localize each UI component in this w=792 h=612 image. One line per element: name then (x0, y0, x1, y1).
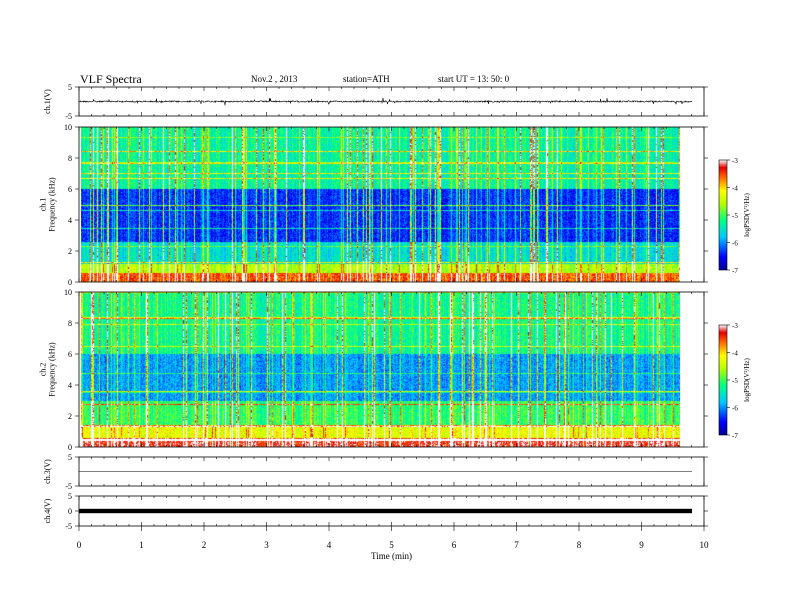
date-label: Nov.2 , 2013 (251, 74, 298, 84)
colorbar-label: logPSD(V²/Hz) (743, 357, 751, 401)
y-tick-label: 10 (64, 288, 72, 297)
y-axis-label: Frequency (kHz) (48, 342, 57, 397)
colorbar-tick-label: -5 (732, 377, 738, 385)
ch3-waveform-line (78, 470, 693, 473)
x-tick-label: 1 (139, 540, 144, 550)
x-tick-label: 9 (639, 540, 644, 550)
y-tick-label: 2 (68, 247, 72, 256)
ch4-waveform-line (79, 508, 692, 514)
colorbar-tick-label: -3 (732, 322, 738, 330)
y-tick-label: 5 (68, 83, 72, 92)
y-tick-label: 6 (68, 185, 72, 194)
station-label: station=ATH (343, 74, 390, 84)
ch1-waveform-line (78, 97, 693, 106)
y-axis-label: ch.4(V) (43, 498, 52, 523)
y-tick-label: 4 (68, 381, 72, 390)
x-tick-label: 3 (264, 540, 269, 550)
y-tick-label: 2 (68, 412, 72, 421)
y-tick-label: 8 (68, 319, 72, 328)
colorbar-tick-label: -5 (732, 212, 738, 220)
colorbar-tick-label: -4 (732, 350, 738, 358)
x-tick-label: 7 (514, 540, 519, 550)
y-tick-label: 0 (68, 278, 72, 287)
colorbar-label: logPSD(V²/Hz) (743, 192, 751, 236)
y-axis-label: ch.1 (39, 198, 48, 212)
y-axis-label: Frequency (kHz) (48, 177, 57, 232)
colorbar-tick-label: -3 (732, 157, 738, 165)
x-axis-label: Time (min) (371, 551, 412, 561)
y-tick-label: 5 (68, 453, 72, 462)
y-tick-label: 0 (68, 443, 72, 452)
y-axis-label: ch.2 (39, 363, 48, 377)
x-tick-label: 8 (577, 540, 582, 550)
y-tick-label: 8 (68, 154, 72, 163)
ch2-spectrogram-image (81, 292, 692, 447)
x-tick-label: 0 (77, 540, 82, 550)
colorbar-tick-label: -7 (732, 432, 738, 440)
y-axis-label: ch.1(V) (43, 89, 52, 114)
colorbar-tick-label: -6 (732, 405, 738, 413)
colorbar-tick-label: -7 (732, 267, 738, 275)
y-tick-label: -5 (65, 482, 72, 491)
x-tick-label: 2 (202, 540, 207, 550)
y-tick-label: 4 (68, 216, 72, 225)
y-tick-label: -5 (65, 112, 72, 121)
x-tick-label: 6 (452, 540, 457, 550)
colorbar-ch1-spectrogram (718, 159, 728, 271)
figure-title: VLF Spectra (80, 72, 142, 86)
x-tick-label: 4 (327, 540, 332, 550)
y-tick-label: 6 (68, 350, 72, 359)
x-tick-label: 10 (700, 540, 710, 550)
start-time-label: start UT = 13: 50: 0 (438, 74, 510, 84)
y-tick-label: 5 (68, 492, 72, 501)
y-tick-label: 10 (64, 123, 72, 132)
y-axis-label: ch.3(V) (43, 459, 52, 484)
panel-frame-ch1-spectrogram (78, 126, 705, 283)
colorbar-ch2-spectrogram (718, 324, 728, 436)
y-tick-label: 0 (68, 507, 72, 516)
x-tick-label: 5 (389, 540, 394, 550)
y-tick-label: -5 (65, 522, 72, 531)
panel-frame-ch2-spectrogram (78, 291, 705, 448)
ch1-spectrogram-image (81, 127, 692, 282)
colorbar-tick-label: -4 (732, 185, 738, 193)
colorbar-tick-label: -6 (732, 240, 738, 248)
